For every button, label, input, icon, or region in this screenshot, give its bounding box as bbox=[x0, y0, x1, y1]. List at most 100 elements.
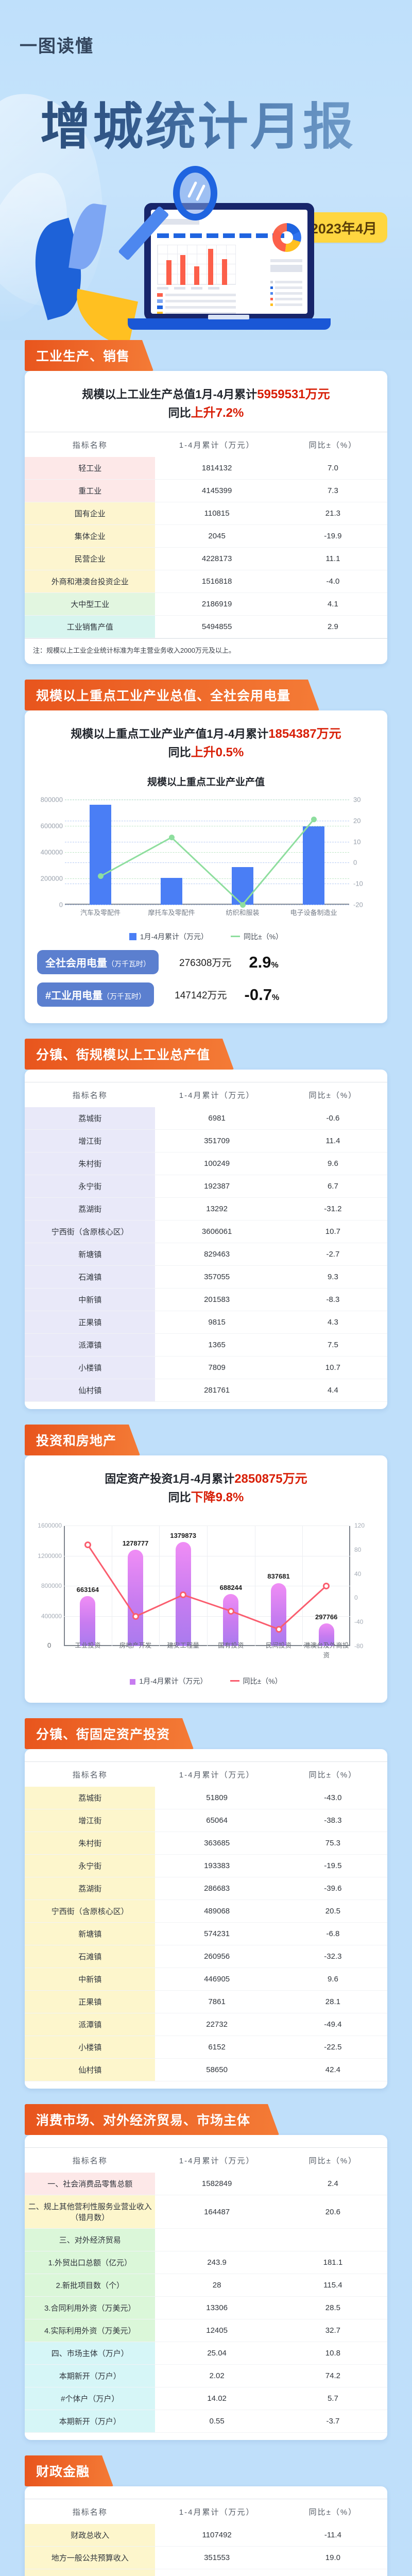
col-indicator: 指标名称 bbox=[25, 2147, 156, 2173]
table-row: 石滩镇 260956 -32.3 bbox=[25, 1945, 387, 1968]
row-value bbox=[155, 2228, 279, 2251]
table-row: 仙村镇 281761 4.4 bbox=[25, 1379, 387, 1402]
card-key-industry: 规模以上重点工业产业产值1月-4月累计1854387万元 同比上升0.5% 规模… bbox=[25, 710, 387, 1023]
table-row: 4.实际利用外资（万美元） 12405 32.7 bbox=[25, 2319, 387, 2342]
chart-key-industry: 汽车及零配件 摩托车及零配件 纺织和服装 电子设备制造业 -20 -10 0 10 20 30 0… bbox=[32, 794, 380, 928]
col-pct: 同比±（%） bbox=[278, 2147, 387, 2173]
gridline bbox=[159, 1526, 160, 1646]
row-value: 1582849 bbox=[155, 2173, 279, 2195]
row-value: 100249 bbox=[155, 1152, 279, 1175]
row-label: 正果镇 bbox=[25, 1990, 156, 2013]
row-pct: 4.4 bbox=[278, 1379, 387, 1402]
row-value: 2.02 bbox=[155, 2364, 279, 2387]
headline-prefix-2: 同比 bbox=[168, 406, 191, 419]
row-label: 外商和港澳台投资企业 bbox=[25, 570, 156, 593]
power-row-total: 全社会用电量（万千瓦时） 276308万元 2.9% bbox=[37, 950, 375, 974]
row-value: 7861 bbox=[155, 1990, 279, 2013]
gridline bbox=[65, 862, 349, 863]
line-series bbox=[64, 1526, 350, 1646]
table-row: 小楼镇 7809 10.7 bbox=[25, 1356, 387, 1379]
col-indicator: 指标名称 bbox=[25, 1761, 156, 1787]
leaf-yellow-icon bbox=[67, 289, 139, 340]
row-pct: 2.4 bbox=[278, 2173, 387, 2195]
row-value: 7809 bbox=[155, 1356, 279, 1379]
legend-item-line: 同比±（%） bbox=[231, 931, 283, 942]
row-value: 25.04 bbox=[155, 2342, 279, 2365]
headline4-value-2: 下降9.8% bbox=[191, 1490, 244, 1504]
line-marker bbox=[132, 1613, 139, 1620]
row-pct: -38.3 bbox=[278, 1809, 387, 1832]
col-indicator: 指标名称 bbox=[25, 2499, 156, 2524]
row-pct: 10.7 bbox=[278, 1220, 387, 1243]
row-value: 286683 bbox=[155, 1877, 279, 1900]
row-value: 574231 bbox=[155, 1922, 279, 1945]
row-pct: 28.5 bbox=[278, 2296, 387, 2319]
row-value: 0.55 bbox=[155, 2410, 279, 2433]
table-row: 仙村镇 58650 42.4 bbox=[25, 2058, 387, 2081]
table-row: 宁西街（含原核心区） 489068 20.5 bbox=[25, 1900, 387, 1923]
row-value: 351709 bbox=[155, 1129, 279, 1153]
row-pct: 7.0 bbox=[278, 457, 387, 480]
headline4-prefix-2: 同比 bbox=[168, 1491, 191, 1504]
table-header-row: 指标名称 1-4月累计（万元） 同比±（%） bbox=[25, 1761, 387, 1787]
table-row: 民营企业 4228173 11.1 bbox=[25, 547, 387, 570]
row-label: 一、社会消费品零售总额 bbox=[25, 2173, 156, 2195]
table-row: 宁西街（含原核心区） 3606061 10.7 bbox=[25, 1220, 387, 1243]
row-label: 正果镇 bbox=[25, 1311, 156, 1334]
row-pct: 9.6 bbox=[278, 1152, 387, 1175]
bar bbox=[223, 1594, 239, 1646]
row-pct: 10.7 bbox=[278, 1356, 387, 1379]
gridline bbox=[207, 1526, 208, 1646]
row-pct: -22.5 bbox=[278, 2036, 387, 2059]
chart-plot-area bbox=[65, 800, 349, 908]
row-pct: 7.3 bbox=[278, 479, 387, 502]
row-value: 357055 bbox=[155, 1265, 279, 1289]
table-row: 荔城街 51809 -43.0 bbox=[25, 1787, 387, 1809]
chart-title-key-industry: 规模以上重点工业产业产值 bbox=[147, 777, 265, 788]
row-value: 22732 bbox=[155, 2013, 279, 2036]
table-row: 本期新开（万户） 0.55 -3.7 bbox=[25, 2410, 387, 2433]
headline-investment: 固定资产投资1月-4月累计2850875万元 同比下降9.8% bbox=[25, 1459, 387, 1516]
table-row: 3.合同利用外资（万美元） 13306 28.5 bbox=[25, 2296, 387, 2319]
bar bbox=[271, 1583, 286, 1646]
x-tick-label: 房地产开发 bbox=[119, 1642, 152, 1649]
x-tick-label: 民间投资 bbox=[266, 1642, 292, 1649]
table-row: 二、规上其他营利性服务业营业收入（错月数） 164487 20.6 bbox=[25, 2195, 387, 2229]
row-pct: -11.4 bbox=[278, 2524, 387, 2547]
line-marker bbox=[227, 1607, 234, 1615]
table-row: 轻工业 1814132 7.0 bbox=[25, 457, 387, 480]
row-label: 新塘镇 bbox=[25, 1243, 156, 1266]
row-value: 201583 bbox=[155, 1288, 279, 1311]
table-row: 增江街 65064 -38.3 bbox=[25, 1809, 387, 1832]
table-row: 大中型工业 2186919 4.1 bbox=[25, 592, 387, 616]
row-pct: 75.3 bbox=[278, 1832, 387, 1855]
col-pct: 同比±（%） bbox=[278, 1761, 387, 1787]
bar bbox=[303, 826, 324, 905]
table-row: 2.新批项目数（个） 28 115.4 bbox=[25, 2274, 387, 2297]
y2-tick-label: 20 bbox=[353, 817, 361, 825]
chart-plot-area: 663164 1278777 1379873 688244 837681 297766 bbox=[64, 1526, 350, 1646]
row-label: 轻工业 bbox=[25, 457, 156, 480]
row-label: 2.新批项目数（个） bbox=[25, 2274, 156, 2297]
power-pill-industrial: #工业用电量（万千瓦时） bbox=[37, 982, 154, 1007]
col-pct: 同比±（%） bbox=[278, 2499, 387, 2524]
row-pct: 9.6 bbox=[278, 1968, 387, 1991]
row-value: 110815 bbox=[155, 502, 279, 525]
row-label: 3.合同利用外资（万美元） bbox=[25, 2296, 156, 2319]
bar-data-label: 297766 bbox=[315, 1613, 338, 1621]
section-finance: 财政金融 指标名称 1-4月累计（万元） 同比±（%） 财政总收入 1107492… bbox=[0, 2455, 412, 2576]
row-pct: 9.3 bbox=[278, 1265, 387, 1289]
date-badge: 2023年4月 bbox=[300, 212, 387, 243]
row-label: 朱村街 bbox=[25, 1832, 156, 1855]
table-row: 荔城街 6981 -0.6 bbox=[25, 1107, 387, 1130]
row-pct: 20.6 bbox=[278, 2195, 387, 2229]
table-row: 中新镇 446905 9.6 bbox=[25, 1968, 387, 1991]
kicker-text: 一图读懂 bbox=[20, 37, 94, 56]
headline4-prefix: 固定资产投资1月-4月累计 bbox=[105, 1472, 235, 1485]
y2-tick-label: -40 bbox=[354, 1618, 364, 1626]
x-tick-label: 港澳台及外商投资 bbox=[303, 1642, 349, 1659]
bar bbox=[318, 1623, 334, 1646]
line-marker bbox=[239, 902, 246, 908]
row-value: 6981 bbox=[155, 1107, 279, 1130]
section-tag-consumption: 消费市场、对外经济贸易、市场主体 bbox=[25, 2104, 279, 2135]
